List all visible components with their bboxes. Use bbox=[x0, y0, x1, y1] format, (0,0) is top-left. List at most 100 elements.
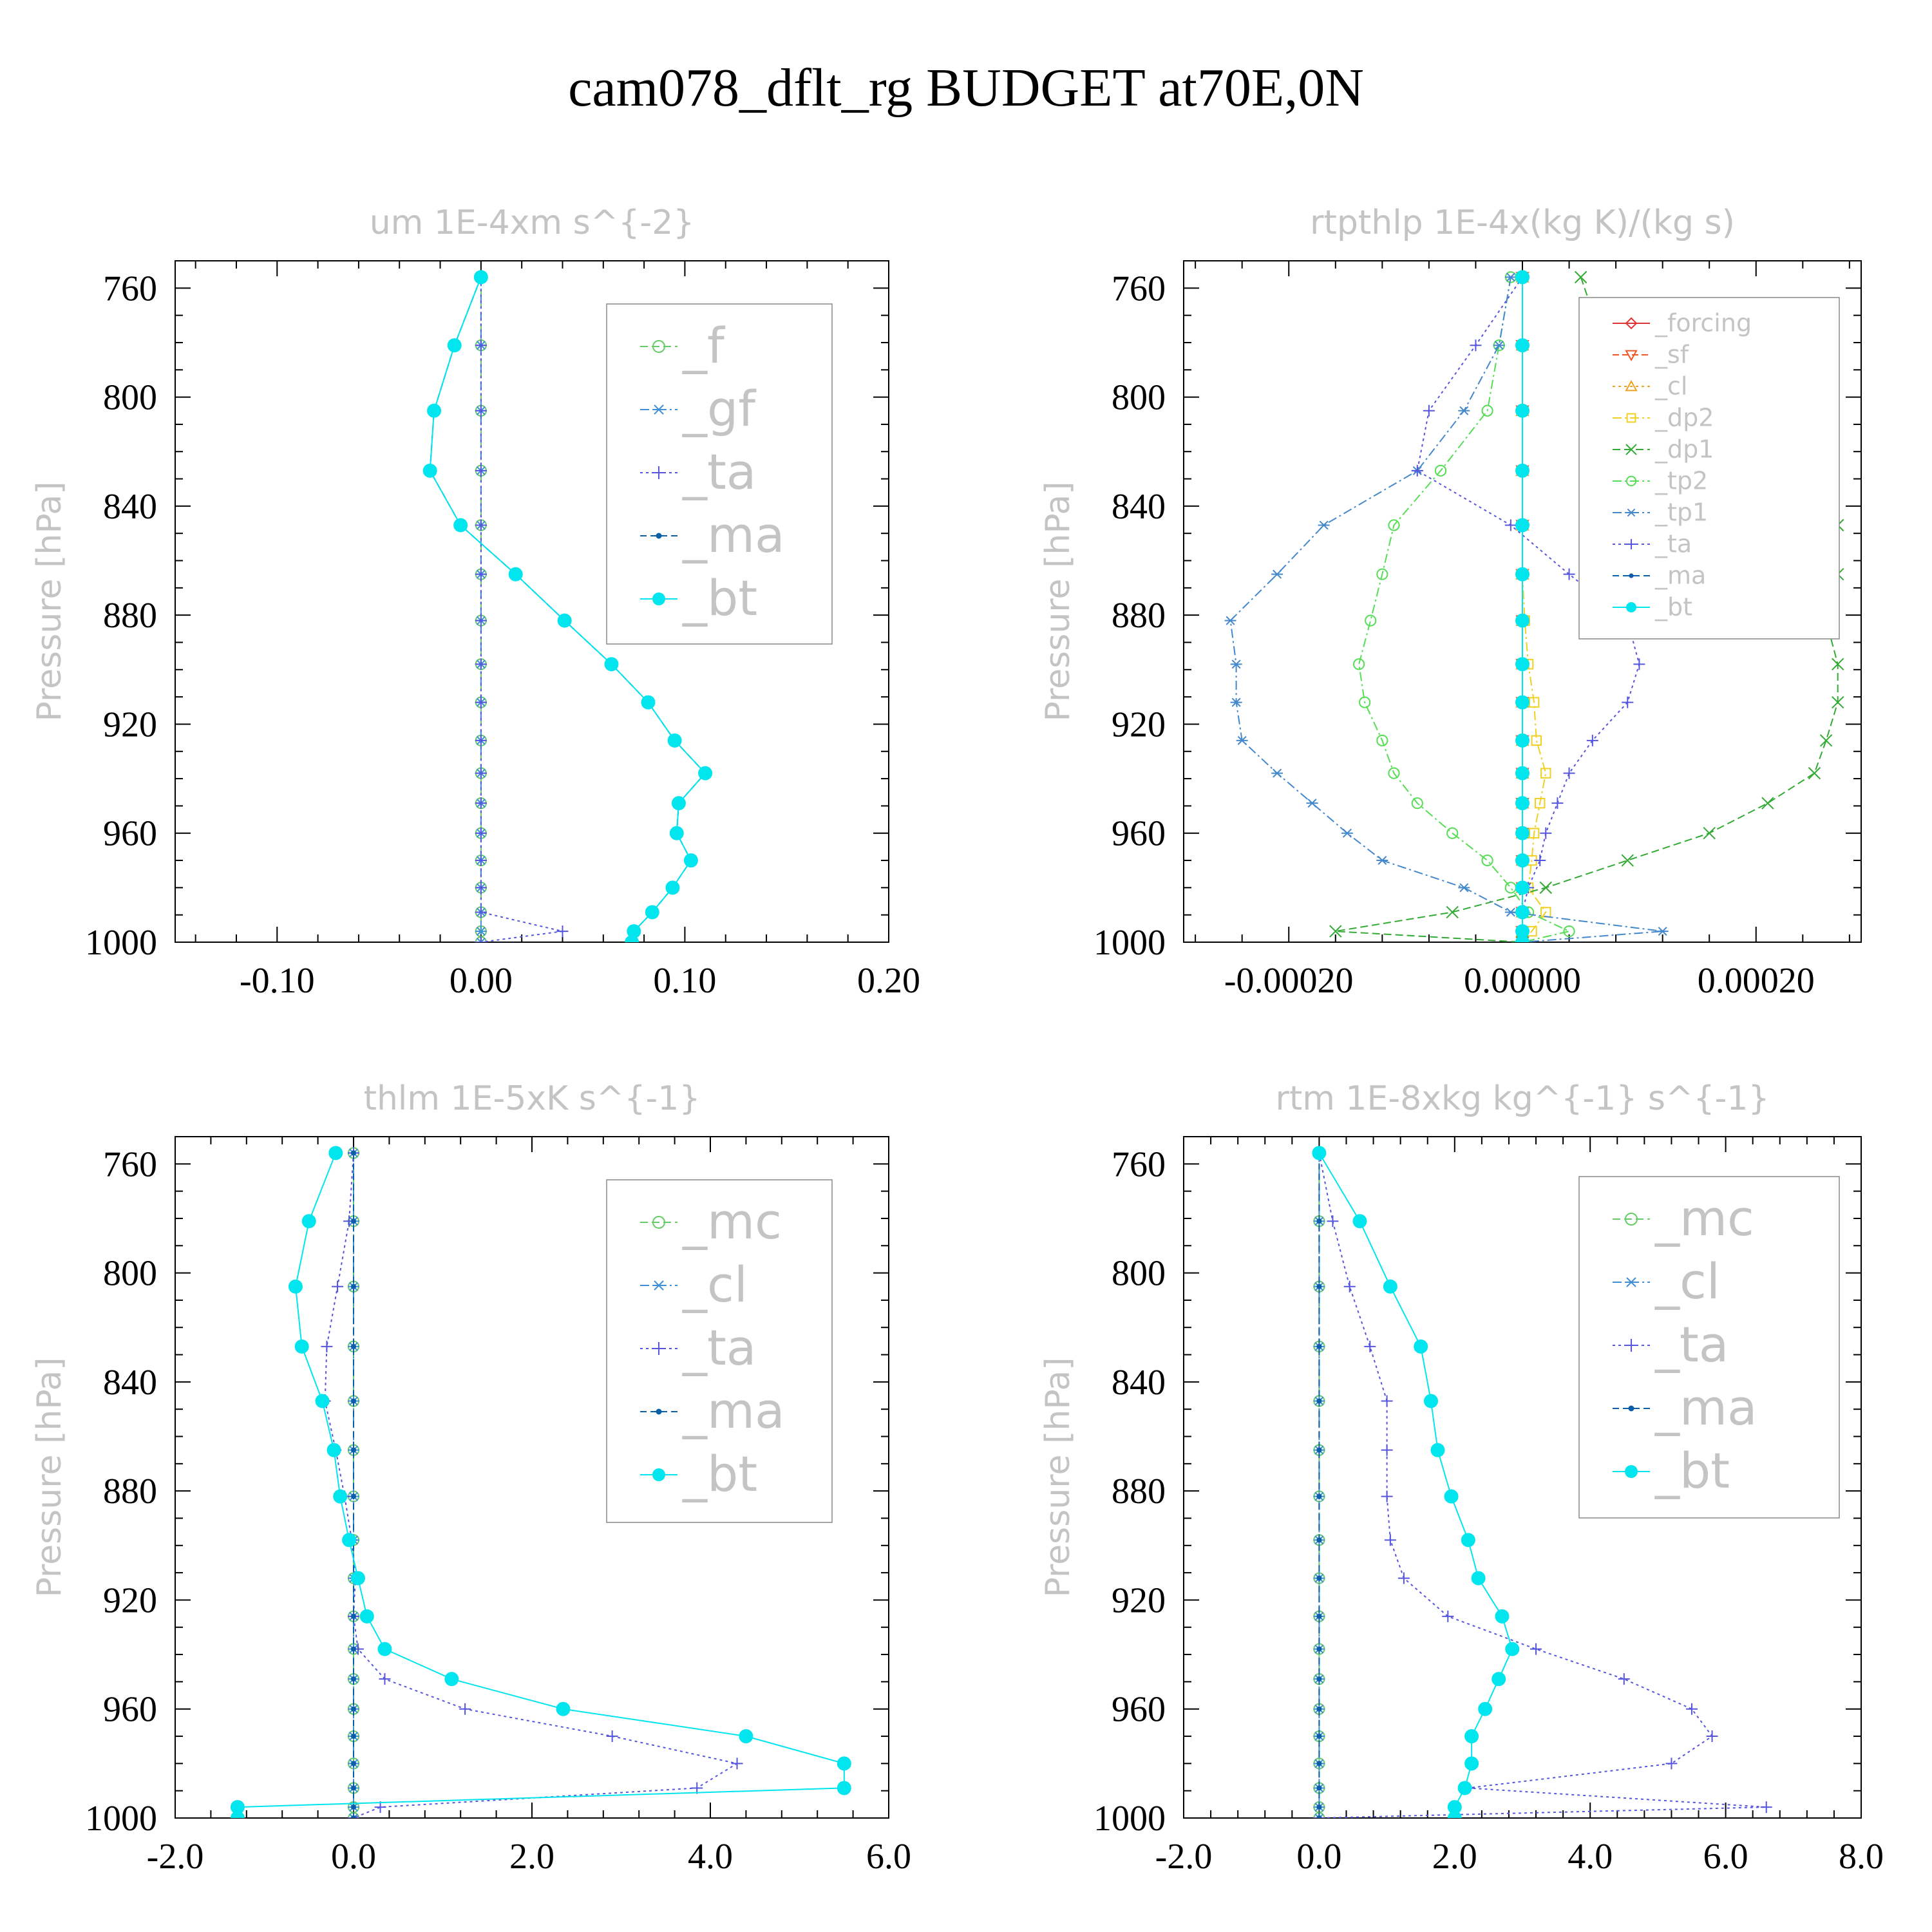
data-point bbox=[1515, 733, 1530, 748]
data-point bbox=[1423, 1394, 1438, 1408]
legend-label: _ma bbox=[682, 1382, 785, 1439]
data-point bbox=[1316, 1493, 1322, 1499]
data-point bbox=[1318, 520, 1330, 530]
legend-marker bbox=[656, 533, 662, 539]
data-point bbox=[1365, 614, 1377, 627]
data-point bbox=[1316, 1537, 1322, 1543]
y-tick-label: 880 bbox=[1112, 1472, 1166, 1511]
data-point bbox=[667, 733, 682, 748]
data-point bbox=[1515, 403, 1530, 418]
data-point bbox=[1316, 1343, 1322, 1349]
data-point bbox=[1341, 828, 1353, 838]
legend-label: _ta bbox=[682, 443, 756, 500]
data-point bbox=[475, 696, 487, 708]
data-point bbox=[1230, 659, 1242, 669]
data-point bbox=[379, 1673, 391, 1685]
data-point bbox=[1808, 766, 1821, 780]
data-point bbox=[1760, 1801, 1772, 1814]
data-point bbox=[1761, 797, 1774, 810]
x-tick-label: 8.0 bbox=[1839, 1837, 1884, 1877]
data-point bbox=[350, 1571, 365, 1586]
data-point bbox=[1531, 735, 1542, 746]
legend-marker bbox=[652, 1216, 665, 1229]
data-point bbox=[739, 1729, 753, 1744]
data-point bbox=[1621, 854, 1634, 867]
data-point bbox=[691, 1782, 703, 1794]
data-point bbox=[508, 567, 523, 582]
y-tick-label: 880 bbox=[103, 1472, 157, 1511]
legend-marker bbox=[1625, 1465, 1638, 1478]
data-point bbox=[1515, 924, 1530, 939]
data-point bbox=[1397, 1572, 1410, 1584]
data-point bbox=[1458, 883, 1470, 893]
legend-label: _bt bbox=[682, 569, 757, 627]
data-point bbox=[475, 882, 487, 894]
data-point bbox=[475, 797, 487, 810]
data-point bbox=[1470, 339, 1482, 352]
x-tick-label: 4.0 bbox=[688, 1837, 733, 1877]
data-point bbox=[342, 1533, 357, 1548]
legend-marker bbox=[1626, 602, 1636, 612]
data-point bbox=[1316, 1804, 1322, 1810]
x-tick-label: 0.0 bbox=[331, 1837, 376, 1877]
data-point bbox=[604, 657, 619, 672]
data-point bbox=[1312, 1146, 1327, 1160]
legend-label: _ma bbox=[682, 506, 785, 564]
legend-label: _ma bbox=[1654, 1379, 1757, 1436]
legend-marker bbox=[1626, 539, 1636, 549]
data-point bbox=[359, 1609, 374, 1624]
y-tick-label: 920 bbox=[1112, 705, 1166, 744]
legend-box bbox=[1578, 1176, 1840, 1519]
data-point bbox=[1515, 338, 1530, 353]
data-point bbox=[1316, 1785, 1322, 1791]
data-point bbox=[348, 1813, 359, 1818]
data-point bbox=[1316, 1646, 1322, 1652]
x-tick-label: 6.0 bbox=[866, 1837, 911, 1877]
data-point bbox=[1447, 1800, 1462, 1815]
data-point bbox=[1551, 797, 1564, 810]
data-point bbox=[837, 1756, 851, 1771]
data-point bbox=[1458, 406, 1470, 415]
legend-marker bbox=[652, 1280, 665, 1291]
y-tick-label: 760 bbox=[103, 1144, 157, 1184]
data-point bbox=[1316, 1218, 1322, 1224]
plot-frame bbox=[1183, 1136, 1862, 1819]
data-point bbox=[1316, 1676, 1322, 1682]
data-point bbox=[1656, 927, 1669, 936]
data-point bbox=[1388, 767, 1400, 779]
series-line bbox=[1318, 1153, 1766, 1818]
y-tick-label: 760 bbox=[103, 269, 157, 308]
data-point bbox=[350, 1785, 357, 1791]
data-point bbox=[1316, 1613, 1322, 1619]
y-tick-label: 800 bbox=[1112, 378, 1166, 418]
legend: _mc _cl _ta _ma _bt bbox=[1578, 1176, 1840, 1519]
y-tick-label: 840 bbox=[103, 487, 157, 527]
legend-marker bbox=[652, 340, 665, 353]
x-tick-label: 0.10 bbox=[653, 961, 716, 1001]
data-point bbox=[1316, 1447, 1322, 1453]
legend-marker bbox=[656, 1408, 662, 1415]
y-axis-label: Pressure [hPa] bbox=[1039, 482, 1077, 722]
data-point bbox=[1444, 1489, 1459, 1504]
data-point bbox=[475, 927, 487, 936]
data-point bbox=[1574, 270, 1587, 284]
data-point bbox=[1352, 658, 1365, 670]
data-point bbox=[1515, 766, 1530, 781]
y-tick-label: 800 bbox=[103, 1254, 157, 1294]
legend-marker bbox=[652, 1468, 665, 1481]
data-point bbox=[1376, 568, 1388, 580]
data-point bbox=[1446, 905, 1459, 919]
data-point bbox=[669, 826, 684, 840]
data-point bbox=[1306, 799, 1318, 808]
data-point bbox=[1563, 568, 1575, 580]
data-point bbox=[1495, 1609, 1510, 1624]
plot-area bbox=[1224, 270, 1844, 942]
x-tick-label: -0.00020 bbox=[1224, 961, 1354, 1001]
data-point bbox=[1271, 569, 1283, 579]
legend: _mc _cl _ta _ma _bt bbox=[606, 1179, 833, 1523]
data-point bbox=[1633, 658, 1645, 670]
data-point bbox=[1411, 464, 1423, 477]
legend-label: _cl bbox=[1654, 1253, 1720, 1310]
data-point bbox=[473, 270, 488, 285]
data-point bbox=[1230, 697, 1242, 707]
